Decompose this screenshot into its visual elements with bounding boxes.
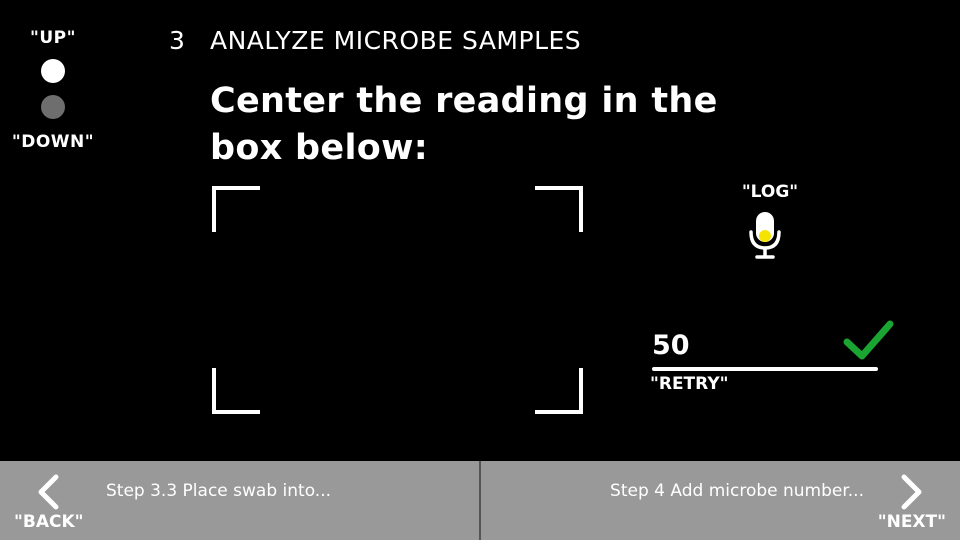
next-voice-label: "NEXT" bbox=[877, 512, 946, 532]
back-step-label[interactable]: Step 3.3 Place swab into... bbox=[106, 481, 332, 501]
back-voice-label: "BACK" bbox=[14, 512, 84, 532]
page-title: ANALYZE MICROBE SAMPLES bbox=[210, 26, 582, 55]
chevron-left-icon[interactable] bbox=[34, 473, 62, 511]
log-voice-label: "LOG" bbox=[741, 182, 799, 202]
reading-underline bbox=[652, 367, 878, 371]
down-voice-label: "DOWN" bbox=[11, 132, 95, 152]
nav-divider bbox=[479, 461, 481, 540]
scroll-down-indicator[interactable] bbox=[41, 95, 65, 119]
instruction-text: Center the reading in the box below: bbox=[210, 81, 718, 168]
viewfinder-corner-top-right bbox=[535, 186, 583, 232]
checkmark-icon bbox=[843, 320, 894, 360]
next-step-label[interactable]: Step 4 Add microbe number... bbox=[610, 481, 864, 501]
up-voice-label: "UP" bbox=[30, 28, 76, 48]
viewfinder-corner-top-left bbox=[212, 186, 260, 232]
chevron-right-icon[interactable] bbox=[898, 473, 926, 511]
scroll-up-indicator[interactable] bbox=[41, 59, 65, 83]
next-button[interactable] bbox=[481, 461, 960, 540]
step-number: 3 bbox=[169, 26, 186, 55]
back-button[interactable] bbox=[0, 461, 479, 540]
reading-value: 50 bbox=[652, 330, 690, 361]
microphone-icon[interactable] bbox=[747, 210, 783, 260]
viewfinder-corner-bottom-right bbox=[535, 368, 583, 414]
retry-voice-label[interactable]: "RETRY" bbox=[650, 374, 729, 394]
viewfinder-corner-bottom-left bbox=[212, 368, 260, 414]
